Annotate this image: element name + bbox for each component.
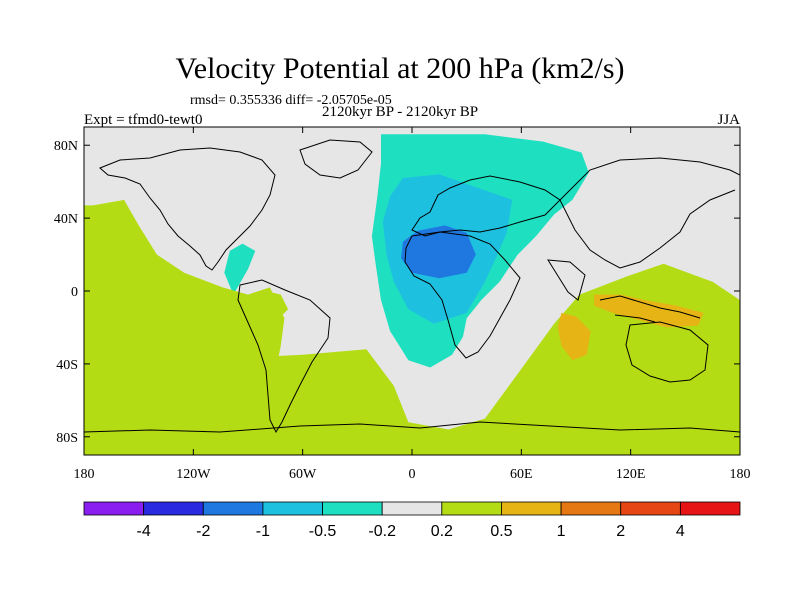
- coastlines: [84, 139, 740, 434]
- colorbar-swatch-10: [679, 501, 741, 516]
- colorbar: -4 -2 -1 -0.5 -0.2 0.2 0.5 1 2 4: [83, 501, 741, 540]
- chart-title: Velocity Potential at 200 hPa (km2/s): [175, 52, 625, 85]
- y-tick-label: 80S: [56, 431, 78, 446]
- negative-region-central-america: [224, 243, 256, 295]
- x-tick-label: 0: [409, 467, 416, 482]
- axis-ticks: 180 120W 60W 0 60E 120E 180 80N 40N 0 40S 80S: [54, 127, 751, 482]
- x-tick-label: 180: [74, 467, 95, 482]
- colorbar-label: -0.2: [368, 523, 396, 540]
- coastline-australia: [625, 321, 709, 383]
- stats-line: rmsd= 0.355336 diff= -2.05705e-05: [190, 93, 392, 108]
- positive-region-indian-ocean: [557, 312, 591, 361]
- colorbar-swatch-2: [202, 501, 264, 516]
- colorbar-label: -4: [137, 523, 151, 540]
- colorbar-label: -0.5: [309, 523, 337, 540]
- colorbar-swatch-6: [441, 501, 502, 516]
- x-tick-label: 120W: [176, 467, 211, 482]
- colorbar-swatch-1: [143, 501, 204, 516]
- positive-region-maritime-continent: [594, 294, 704, 328]
- colorbar-label: 1: [557, 523, 566, 540]
- colorbar-label: 0.2: [431, 523, 453, 540]
- colorbar-swatch-4: [322, 501, 383, 516]
- coastline-europe: [411, 175, 561, 237]
- x-tick-label: 120E: [616, 467, 646, 482]
- positive-region-southern-atlantic: [84, 263, 740, 455]
- colorbar-swatch-3: [262, 501, 323, 516]
- colorbar-label: -1: [256, 523, 270, 540]
- coastline-india: [547, 259, 586, 301]
- coastline-south-america: [237, 279, 331, 434]
- coastline-indonesia: [599, 295, 701, 323]
- x-tick-label: 60W: [289, 467, 317, 482]
- y-tick-label: 40N: [54, 212, 78, 227]
- colorbar-swatch-9: [620, 501, 681, 516]
- experiment-label: Expt = tfmd0-tewt0: [84, 112, 203, 128]
- colorbar-swatch-8: [560, 501, 622, 516]
- colorbar-swatch-0: [83, 501, 145, 516]
- y-tick-label: 0: [71, 285, 78, 300]
- season-label: JJA: [717, 112, 740, 128]
- x-tick-label: 60E: [510, 467, 533, 482]
- coastline-antarctica: [84, 421, 740, 433]
- x-tick-label: 180: [730, 467, 751, 482]
- colorbar-swatch-5: [381, 501, 443, 516]
- colorbar-label: 4: [676, 523, 685, 540]
- contour-regions: [84, 134, 740, 455]
- colorbar-label: 0.5: [490, 523, 512, 540]
- positive-region-south-america-small: [266, 291, 289, 321]
- y-tick-label: 80N: [54, 139, 78, 154]
- period-label: 2120kyr BP - 2120kyr BP: [321, 104, 479, 120]
- coastline-africa: [404, 231, 521, 359]
- positive-region-pacific: [84, 199, 285, 404]
- colorbar-label: 2: [616, 523, 625, 540]
- colorbar-label: -2: [196, 523, 210, 540]
- coastline-asia: [559, 157, 740, 269]
- negative-region-africa-core: [401, 225, 476, 279]
- y-tick-label: 40S: [56, 358, 78, 373]
- coastline-north-america: [99, 147, 276, 271]
- colorbar-swatch-7: [501, 501, 562, 516]
- coastline-greenland: [299, 139, 373, 179]
